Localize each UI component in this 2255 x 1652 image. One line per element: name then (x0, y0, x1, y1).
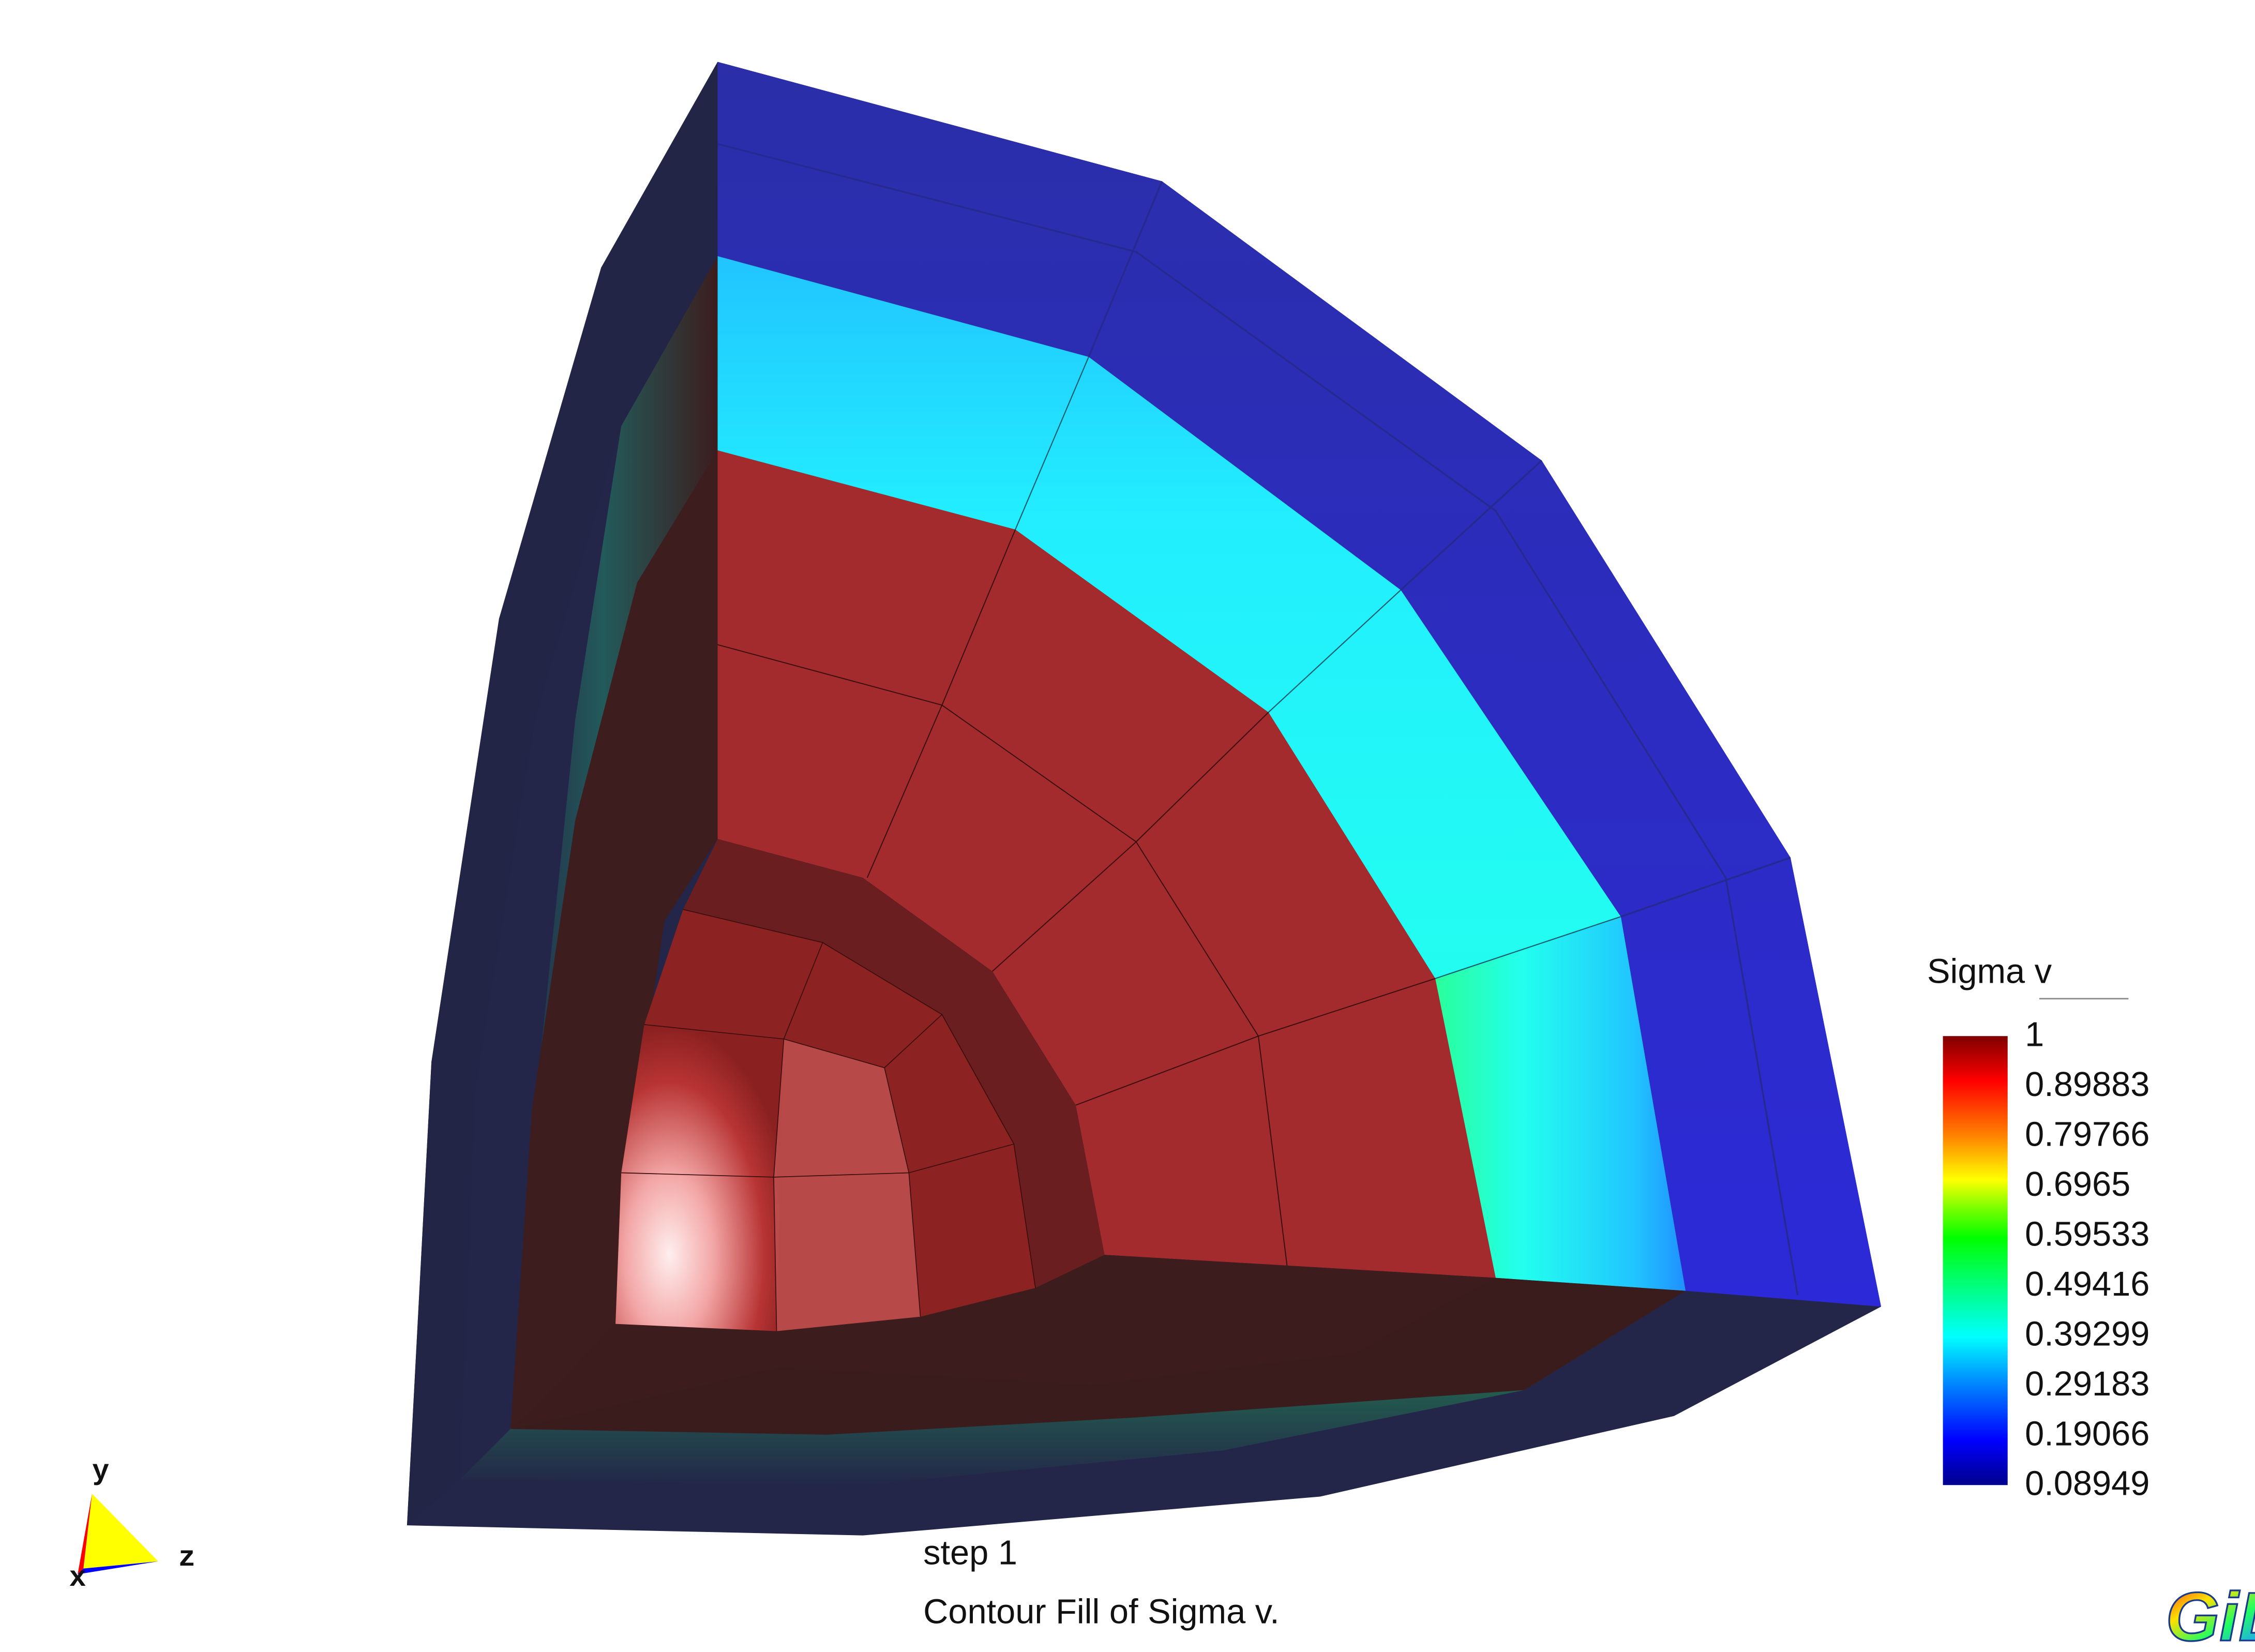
legend-title: Sigma v (1927, 952, 2052, 990)
legend-tick-label: 0.89883 (2025, 1065, 2149, 1104)
step-label: step 1 (923, 1534, 1017, 1572)
cavity-grid (621, 909, 1036, 1331)
mid-band-edges (1015, 356, 1621, 979)
triad-x-label: x (69, 1562, 86, 1595)
cavity-back (683, 839, 1105, 1288)
outer-shell-top (717, 62, 1882, 1307)
legend-tick-label: 0.08949 (2025, 1465, 2149, 1503)
legend-tick-label: 0.6965 (2025, 1165, 2130, 1204)
triad-z-face (78, 1561, 158, 1574)
core-bottom-wall (510, 1255, 1496, 1429)
mid-band-right (1435, 917, 1686, 1291)
legend-colorbar (1943, 1036, 2008, 1485)
triad-z-label: z (178, 1542, 196, 1574)
legend-tick-label: 0.59533 (2025, 1215, 2149, 1253)
legend-tick-label: 0.79766 (2025, 1116, 2149, 1154)
cavity-hotspot-2 (773, 1039, 921, 1331)
logo-text: GiD (2166, 1579, 2255, 1652)
legend-tick-label: 0.29183 (2025, 1365, 2149, 1403)
legend-tick-labels: 1 0.89883 0.79766 0.6965 0.59533 0.49416 0.392… (2025, 1016, 2149, 1503)
gid-logo: GiD (2165, 1578, 2255, 1652)
legend-tick-label: 0.39299 (2025, 1315, 2149, 1353)
core-bottom-lip (510, 1278, 1686, 1435)
axes-triad: y z x (69, 1455, 196, 1595)
core-top (717, 450, 1496, 1278)
cavity-hotspot (615, 1024, 784, 1331)
triad-y-label: y (92, 1455, 109, 1488)
outer-shell-edges (717, 143, 1799, 1296)
triad-y-face (83, 1493, 158, 1569)
legend-tick-label: 1 (2025, 1016, 2044, 1054)
core-left-wall (510, 450, 718, 1429)
legend-tick-label: 0.19066 (2025, 1415, 2149, 1453)
model-octant (407, 62, 1882, 1536)
core-grid (717, 529, 1436, 1267)
legend: Sigma v 1 0.89883 0.79766 0.6965 0.59533 0.49… (1927, 952, 2149, 1503)
legend-tick-label: 0.49416 (2025, 1265, 2149, 1303)
left-rim (407, 62, 718, 1526)
chart-title: Contour Fill of Sigma v. (923, 1593, 1280, 1631)
